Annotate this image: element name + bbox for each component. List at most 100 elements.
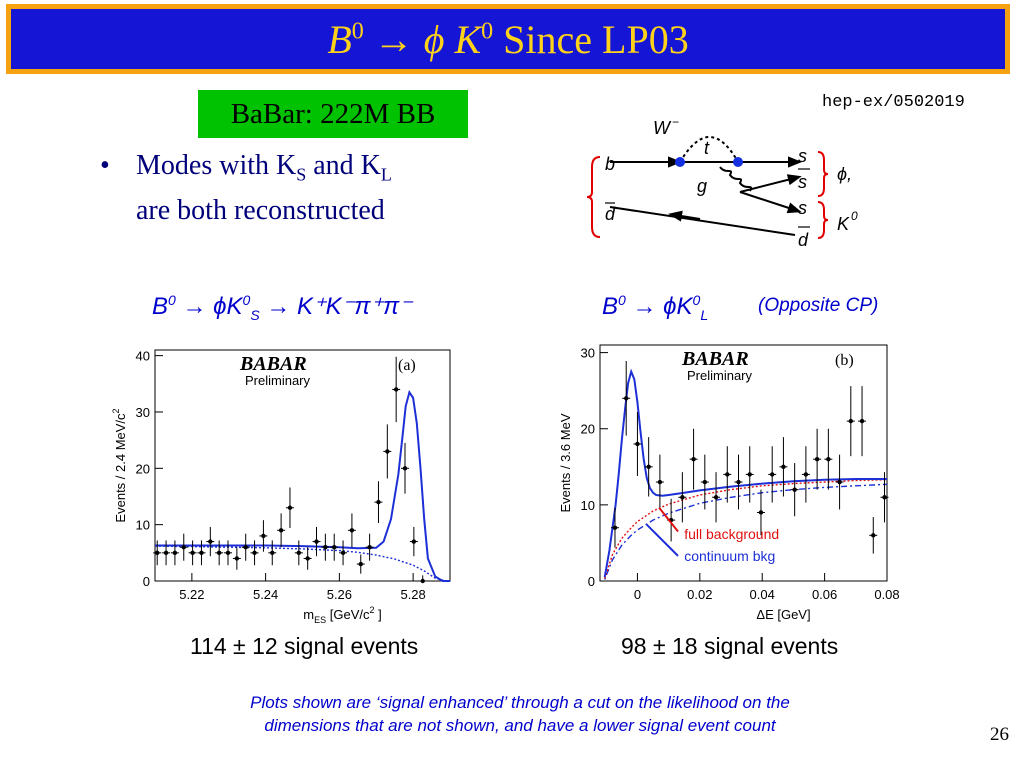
bullet-sub-s: S bbox=[296, 164, 307, 185]
data-point bbox=[181, 544, 186, 550]
data-point bbox=[657, 479, 663, 485]
left-header-phik-sub: S bbox=[250, 306, 260, 323]
title-bar: B0 → ϕ K0 Since LP03 bbox=[6, 4, 1010, 74]
data-point bbox=[646, 464, 651, 470]
data-point bbox=[837, 479, 842, 485]
background-curve bbox=[154, 545, 447, 582]
y-tick-label: 30 bbox=[581, 346, 595, 361]
bullet-sub-l: L bbox=[380, 164, 392, 185]
bullet-post: are both reconstructed bbox=[136, 194, 385, 226]
continuum-bkg-label: continuum bkg bbox=[684, 548, 775, 564]
data-point bbox=[199, 550, 204, 556]
full-background-label: full background bbox=[684, 526, 779, 542]
data-point bbox=[208, 539, 213, 544]
data-point bbox=[234, 556, 240, 561]
x-axis-label: mES [GeV/c2 ] bbox=[303, 605, 381, 625]
k-label: K bbox=[837, 214, 850, 234]
data-point bbox=[882, 495, 887, 500]
data-point bbox=[713, 495, 719, 500]
phi-label: ϕ, bbox=[837, 164, 852, 184]
right-signal-count: 98 ± 18 signal events bbox=[621, 633, 839, 659]
right-header-arrow: → bbox=[632, 293, 657, 320]
y-tick-label: 0 bbox=[143, 574, 150, 589]
data-point bbox=[402, 466, 408, 471]
data-point bbox=[358, 561, 363, 567]
title-rest: Since LP03 bbox=[503, 16, 689, 62]
plot-frame bbox=[599, 344, 888, 582]
data-point bbox=[736, 479, 741, 485]
k-sup-label: 0 bbox=[851, 209, 858, 223]
left-header-arrow-2: → bbox=[266, 293, 291, 320]
data-point bbox=[287, 505, 293, 510]
bullet-pre: Modes with K bbox=[136, 150, 297, 181]
footnote: Plots shown are ‘signal enhanced’ throug… bbox=[130, 691, 910, 737]
y-tick-label: 30 bbox=[136, 405, 150, 420]
x-tick-label: 5.26 bbox=[327, 587, 352, 602]
footnote-line-2: dimensions that are not shown, and have … bbox=[264, 716, 776, 735]
right-header-phik-sup: 0 bbox=[692, 292, 701, 308]
left-header-phik: ϕK bbox=[213, 293, 243, 320]
d-label: d bbox=[605, 204, 616, 224]
data-point bbox=[163, 550, 169, 556]
bullet-point: • Modes with KS and KL are both reconstru… bbox=[100, 148, 480, 229]
babar-dataset-box: BaBar: 222M BB bbox=[198, 90, 468, 138]
title-b: B bbox=[327, 16, 352, 62]
y-tick-label: 40 bbox=[136, 349, 150, 364]
x-tick-label: 5.24 bbox=[253, 587, 278, 602]
slide-title: B0 → ϕ K0 Since LP03 bbox=[327, 16, 688, 63]
x-tick-label: 0 bbox=[634, 587, 641, 602]
preliminary-label: Preliminary bbox=[245, 373, 311, 388]
vertex-1 bbox=[675, 157, 685, 167]
left-header-b-sup: 0 bbox=[168, 292, 176, 308]
title-phi: ϕ bbox=[423, 16, 445, 62]
data-point bbox=[172, 550, 178, 556]
s-line-2 bbox=[739, 191, 802, 214]
babar-dataset-text: BaBar: 222M BB bbox=[230, 97, 436, 130]
data-point bbox=[691, 456, 696, 462]
phi-brace bbox=[817, 151, 829, 197]
data-point bbox=[411, 539, 417, 544]
data-point bbox=[305, 556, 310, 561]
data-point bbox=[314, 539, 319, 544]
d-arrow bbox=[668, 210, 701, 222]
w-sup-label: − bbox=[672, 115, 679, 129]
data-point bbox=[612, 525, 618, 530]
data-point bbox=[243, 544, 248, 550]
y-axis-label: Events / 2.4 MeV/c2 bbox=[111, 408, 128, 522]
s3-label: s bbox=[798, 198, 807, 218]
right-header-b: B bbox=[602, 293, 619, 320]
plot-b: 0 0.02 0.04 0.06 0.08 0 10 20 30 ΔE [GeV] Events /… bbox=[558, 344, 900, 622]
data-point bbox=[420, 578, 425, 584]
s2-label: s bbox=[798, 172, 807, 192]
title-k: K bbox=[454, 16, 482, 62]
data-point bbox=[758, 510, 764, 515]
data-point bbox=[702, 479, 708, 485]
right-header-phik-sub: L bbox=[700, 306, 709, 323]
full-background-arrow bbox=[658, 507, 679, 533]
data-point bbox=[680, 495, 685, 500]
title-arrow: → bbox=[373, 16, 414, 62]
data-point bbox=[323, 544, 328, 550]
data-point bbox=[261, 533, 266, 539]
data-point bbox=[225, 550, 231, 556]
data-point bbox=[393, 387, 399, 392]
x-tick-label: 5.22 bbox=[179, 587, 204, 602]
data-point bbox=[367, 544, 372, 550]
continuum-bkg-arrow bbox=[646, 523, 679, 557]
page-number: 26 bbox=[990, 724, 1009, 745]
feyn-lines bbox=[586, 136, 829, 239]
data-point bbox=[770, 472, 775, 477]
footnote-line-1: Plots shown are ‘signal enhanced’ throug… bbox=[250, 693, 790, 712]
data-point bbox=[296, 550, 302, 556]
b-label: b bbox=[605, 154, 615, 174]
data-point bbox=[747, 472, 752, 477]
data-point bbox=[349, 528, 355, 533]
data-point bbox=[859, 418, 865, 424]
babar-logo: BABAR bbox=[681, 348, 749, 370]
data-point bbox=[725, 472, 730, 477]
data-point bbox=[376, 499, 381, 505]
data-point bbox=[332, 544, 337, 550]
data-point bbox=[624, 396, 629, 401]
left-header-rest: K⁺K⁻π⁺π⁻ bbox=[297, 293, 412, 320]
w-label: W bbox=[653, 118, 672, 138]
